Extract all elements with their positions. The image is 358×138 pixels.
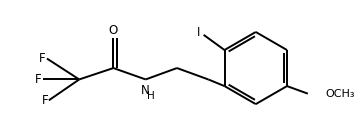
Text: F: F: [39, 52, 45, 65]
Text: I: I: [197, 26, 200, 39]
Text: OCH₃: OCH₃: [325, 89, 354, 99]
Text: N: N: [141, 84, 150, 97]
Text: O: O: [109, 24, 118, 37]
Text: F: F: [35, 73, 42, 86]
Text: F: F: [42, 94, 48, 107]
Text: H: H: [146, 91, 154, 101]
